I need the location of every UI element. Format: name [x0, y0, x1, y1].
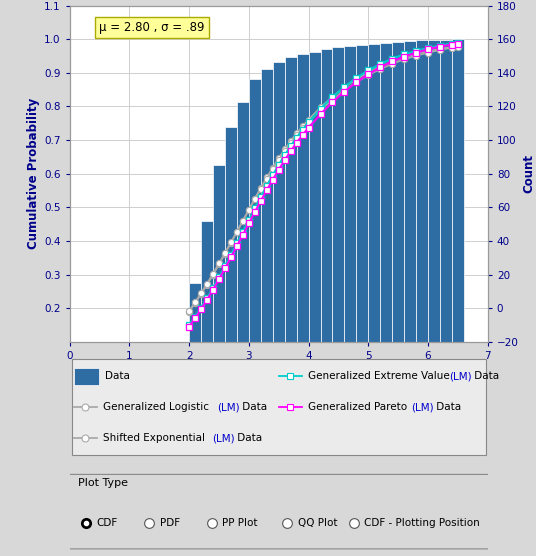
Y-axis label: Count: Count	[523, 154, 536, 193]
Bar	[189, 283, 201, 375]
Bar	[213, 165, 225, 375]
Text: μ = 2.80 , σ = .89: μ = 2.80 , σ = .89	[99, 21, 204, 34]
Text: Data: Data	[471, 371, 499, 381]
Text: Plot Type: Plot Type	[78, 478, 128, 488]
Y-axis label: Cumulative Probability: Cumulative Probability	[27, 98, 40, 249]
Bar	[440, 39, 452, 375]
Bar	[392, 42, 404, 375]
Text: CDF: CDF	[97, 518, 118, 528]
Text: Generalized Extreme Value: Generalized Extreme Value	[308, 371, 453, 381]
Bar	[321, 49, 332, 375]
Bar	[296, 54, 309, 375]
FancyBboxPatch shape	[74, 368, 99, 385]
X-axis label: Precip-inc (inches): Precip-inc (inches)	[217, 365, 340, 378]
Text: Shifted Exponential: Shifted Exponential	[103, 433, 209, 443]
Text: Data: Data	[239, 403, 267, 413]
Text: Generalized Logistic: Generalized Logistic	[103, 403, 212, 413]
Bar	[380, 43, 392, 375]
Text: PP Plot: PP Plot	[222, 518, 258, 528]
Text: QQ Plot: QQ Plot	[297, 518, 337, 528]
Text: Generalized Pareto: Generalized Pareto	[308, 403, 411, 413]
Bar	[416, 40, 428, 375]
Bar	[345, 46, 356, 375]
Text: Data: Data	[234, 433, 262, 443]
Text: PDF: PDF	[160, 518, 180, 528]
Bar	[225, 127, 237, 375]
Text: (LM): (LM)	[411, 403, 434, 413]
Text: (LM): (LM)	[212, 433, 234, 443]
Bar	[309, 52, 321, 375]
FancyBboxPatch shape	[72, 359, 486, 455]
Bar	[428, 40, 440, 375]
Bar	[404, 41, 416, 375]
Text: Data: Data	[105, 371, 130, 381]
Bar	[368, 43, 380, 375]
Bar	[201, 221, 213, 375]
Bar	[249, 79, 261, 375]
Text: (LM): (LM)	[449, 371, 472, 381]
Bar	[356, 44, 368, 375]
Bar	[332, 47, 345, 375]
Text: Data: Data	[433, 403, 461, 413]
FancyBboxPatch shape	[63, 474, 494, 549]
Bar	[452, 39, 464, 375]
Bar	[273, 62, 285, 375]
Bar	[285, 57, 296, 375]
Bar	[237, 102, 249, 375]
Text: (LM): (LM)	[217, 403, 240, 413]
Bar	[261, 70, 273, 375]
Text: CDF - Plotting Position: CDF - Plotting Position	[364, 518, 480, 528]
